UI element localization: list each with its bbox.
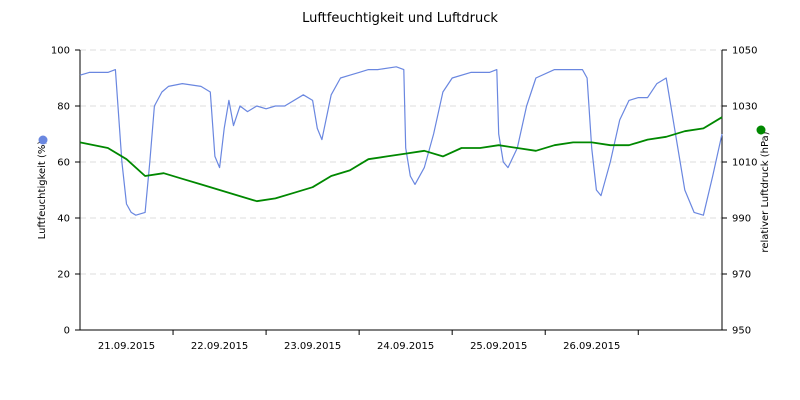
- x-tick-label: 26.09.2015: [563, 341, 620, 352]
- y-left-tick-label: 100: [51, 46, 70, 57]
- x-tick-label: 24.09.2015: [377, 341, 434, 352]
- series-layer: [79, 66, 723, 216]
- series-line-humidity: [79, 66, 723, 216]
- y-right-axis-title: relativer Luftdruck (hPa): [760, 131, 771, 252]
- x-tick-label: 23.09.2015: [284, 341, 341, 352]
- grid: [80, 49, 722, 275]
- y-left-tick-label: 40: [57, 214, 70, 225]
- y-left-tick-label: 0: [64, 326, 70, 337]
- legend-marker-humidity: [38, 135, 48, 145]
- axis-labels: Luftfeuchtigkeit (%) relativer Luftdruck…: [37, 46, 771, 353]
- y-left-tick-label: 20: [57, 270, 70, 281]
- axes: [75, 49, 727, 335]
- y-left-axis-title: Luftfeuchtigkeit (%): [37, 141, 48, 240]
- x-tick-label: 21.09.2015: [98, 341, 155, 352]
- x-tick-label: 22.09.2015: [191, 341, 248, 352]
- y-right-tick-label: 970: [732, 270, 751, 281]
- y-right-tick-label: 1050: [732, 46, 757, 57]
- y-left-tick-label: 60: [57, 158, 70, 169]
- y-left-tick-label: 80: [57, 102, 70, 113]
- chart-title: Luftfeuchtigkeit und Luftdruck: [302, 11, 498, 26]
- series-line-pressure: [79, 116, 723, 203]
- y-right-tick-label: 1030: [732, 102, 757, 113]
- x-tick-label: 25.09.2015: [470, 341, 527, 352]
- y-right-tick-label: 1010: [732, 158, 757, 169]
- y-right-tick-label: 950: [732, 326, 751, 337]
- legend-marker-pressure: [756, 125, 766, 135]
- y-right-tick-label: 990: [732, 214, 751, 225]
